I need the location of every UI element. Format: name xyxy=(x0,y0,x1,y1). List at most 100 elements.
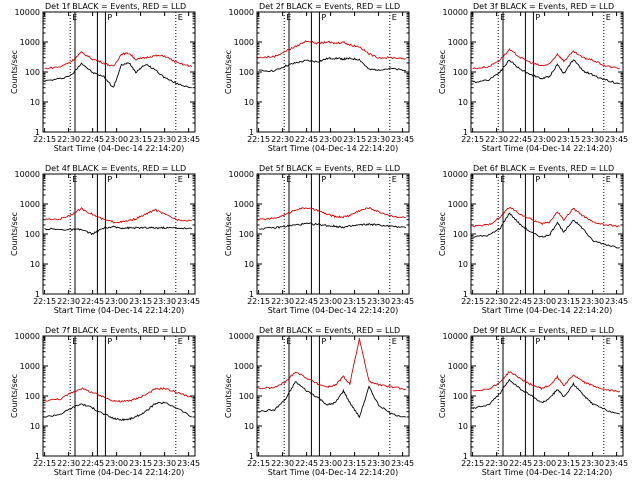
x-tick-label: 22:30 xyxy=(57,459,80,468)
x-axis-label: Start Time (04-Dec-14 22:14:20) xyxy=(54,306,185,315)
flag-label: E xyxy=(286,337,291,346)
x-axis-label: Start Time (04-Dec-14 22:14:20) xyxy=(268,306,399,315)
y-tick-label: 1 xyxy=(463,290,468,299)
y-tick-label: 100 xyxy=(453,230,468,239)
x-tick-label: 22:45 xyxy=(295,297,318,306)
x-tick-label: 23:00 xyxy=(533,297,556,306)
panel-det-9: Det 9f BLACK = Events, RED = LLD 1 10 100 10… xyxy=(438,326,628,477)
x-tick-label: 22:45 xyxy=(295,459,318,468)
lld-series-line xyxy=(44,387,193,403)
x-tick-label: 23:30 xyxy=(367,459,390,468)
y-axis-label: Counts/sec xyxy=(224,374,233,418)
x-tick-label: 23:00 xyxy=(319,297,342,306)
lld-series-line xyxy=(258,338,406,391)
panel-title: Det 6f BLACK = Events, RED = LLD xyxy=(473,164,614,173)
events-series-line xyxy=(44,401,192,422)
flag-label: P xyxy=(107,337,112,346)
x-tick-label: 23:30 xyxy=(153,135,176,144)
x-tick-label: 23:45 xyxy=(391,135,414,144)
panel-det-8: Det 8f BLACK = Events, RED = LLD 1 10 100 10… xyxy=(224,326,414,477)
x-tick-label: 23:15 xyxy=(343,297,366,306)
flag-label: P xyxy=(321,337,326,346)
y-axis-label: Counts/sec xyxy=(438,212,447,256)
y-tick-label: 10 xyxy=(458,422,468,431)
x-tick-label: 23:00 xyxy=(533,459,556,468)
flag-label: E xyxy=(392,13,397,22)
events-series-line xyxy=(258,56,406,73)
flag-label: E xyxy=(500,13,505,22)
x-tick-label: 23:45 xyxy=(605,459,628,468)
panel-det-2: Det 2f BLACK = Events, RED = LLD 1 10 100 10… xyxy=(224,2,414,153)
lld-series-line xyxy=(472,206,620,228)
events-series-line xyxy=(472,212,620,249)
y-tick-label: 100 xyxy=(239,230,254,239)
x-tick-label: 23:30 xyxy=(581,459,604,468)
x-tick-label: 23:15 xyxy=(343,459,366,468)
x-tick-label: 23:15 xyxy=(129,297,152,306)
x-tick-label: 22:15 xyxy=(247,297,270,306)
flag-label: E xyxy=(72,175,77,184)
x-tick-label: 22:30 xyxy=(271,297,294,306)
x-tick-label: 22:45 xyxy=(509,459,532,468)
y-tick-label: 1000 xyxy=(20,38,40,47)
x-tick-label: 22:15 xyxy=(33,459,56,468)
lld-series-line xyxy=(472,371,620,393)
y-axis-label: Counts/sec xyxy=(10,212,19,256)
x-tick-label: 23:45 xyxy=(391,297,414,306)
y-tick-label: 10 xyxy=(30,422,40,431)
y-tick-label: 100 xyxy=(453,68,468,77)
x-axis-label: Start Time (04-Dec-14 22:14:20) xyxy=(268,144,399,153)
y-tick-label: 10000 xyxy=(15,8,40,17)
y-tick-label: 100 xyxy=(25,392,40,401)
x-tick-label: 23:45 xyxy=(177,297,200,306)
y-tick-label: 1000 xyxy=(234,362,254,371)
flag-label: E xyxy=(72,13,77,22)
x-tick-label: 23:30 xyxy=(153,459,176,468)
x-axis-label: Start Time (04-Dec-14 22:14:20) xyxy=(482,306,613,315)
x-tick-label: 23:45 xyxy=(391,459,414,468)
flag-label: P xyxy=(107,175,112,184)
y-tick-label: 1 xyxy=(35,290,40,299)
y-tick-label: 10 xyxy=(458,98,468,107)
x-tick-label: 22:30 xyxy=(485,135,508,144)
x-tick-label: 23:30 xyxy=(367,297,390,306)
flag-label: E xyxy=(392,337,397,346)
x-tick-label: 22:45 xyxy=(81,135,104,144)
x-tick-label: 23:15 xyxy=(129,459,152,468)
x-tick-label: 23:00 xyxy=(319,459,342,468)
panel-det-5: Det 5f BLACK = Events, RED = LLD 1 10 100 10… xyxy=(224,164,414,315)
y-tick-label: 1000 xyxy=(20,362,40,371)
y-tick-label: 10000 xyxy=(229,170,254,179)
y-tick-label: 10 xyxy=(244,98,254,107)
lld-series-line xyxy=(44,207,192,224)
flag-label: P xyxy=(535,337,540,346)
flag-label: E xyxy=(606,13,611,22)
flag-label: P xyxy=(107,13,112,22)
x-axis-label: Start Time (04-Dec-14 22:14:20) xyxy=(54,144,185,153)
flag-label: E xyxy=(178,337,183,346)
x-tick-label: 22:45 xyxy=(81,459,104,468)
x-tick-label: 22:15 xyxy=(33,297,56,306)
y-tick-label: 1000 xyxy=(234,38,254,47)
y-tick-label: 10000 xyxy=(15,332,40,341)
y-tick-label: 10000 xyxy=(229,8,254,17)
flag-label: E xyxy=(178,175,183,184)
events-series-line xyxy=(44,225,192,236)
y-axis-label: Counts/sec xyxy=(10,50,19,94)
x-tick-label: 22:15 xyxy=(461,297,484,306)
y-tick-label: 1 xyxy=(249,128,254,137)
flag-label: P xyxy=(321,13,326,22)
y-tick-label: 10000 xyxy=(15,170,40,179)
flag-label: P xyxy=(535,175,540,184)
flag-label: E xyxy=(500,175,505,184)
x-tick-label: 22:45 xyxy=(295,135,318,144)
y-tick-label: 100 xyxy=(25,230,40,239)
x-tick-label: 22:15 xyxy=(461,459,484,468)
panel-title: Det 3f BLACK = Events, RED = LLD xyxy=(473,2,614,11)
x-tick-label: 22:30 xyxy=(271,459,294,468)
y-tick-label: 1 xyxy=(35,128,40,137)
panel-det-4: Det 4f BLACK = Events, RED = LLD 1 10 100 10… xyxy=(10,164,200,315)
y-tick-label: 1000 xyxy=(448,362,468,371)
y-tick-label: 10000 xyxy=(443,332,468,341)
